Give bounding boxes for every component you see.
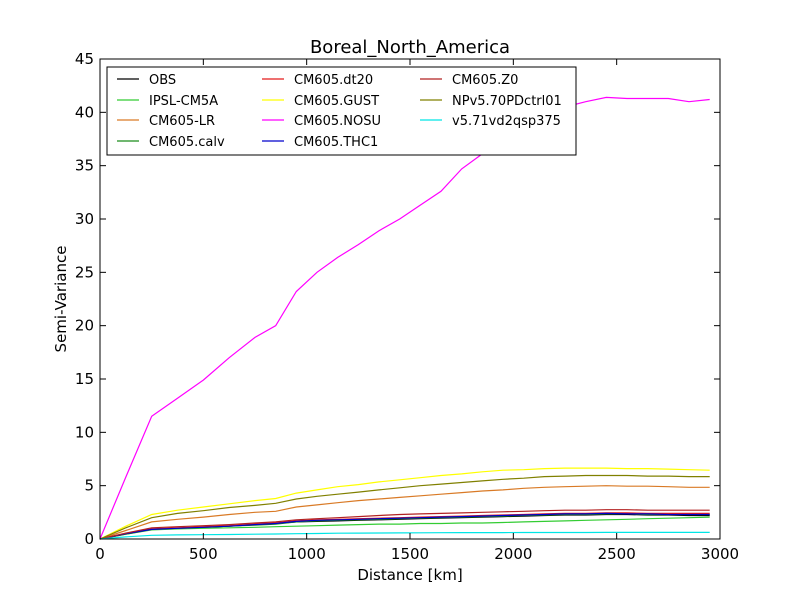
- legend-label-2: CM605-LR: [149, 114, 215, 129]
- legend-label-1: IPSL-CM5A: [149, 94, 218, 109]
- legend-label-9: NPv5.70PDctrl01: [452, 94, 562, 109]
- plot-frame: [99, 58, 721, 540]
- legend-label-7: CM605.THC1: [294, 135, 378, 150]
- x-axis-label: Distance [km]: [357, 566, 462, 584]
- legend-items: OBS IPSL-CM5A CM605-LR CM605.calv CM605.dt20…: [117, 73, 562, 150]
- y-tick-label-9: 45: [75, 50, 94, 68]
- legend-frame: [106, 66, 577, 156]
- legend: OBS IPSL-CM5A CM605-LR CM605.calv CM605.dt20…: [106, 66, 577, 156]
- series-line-1: [99, 516, 710, 540]
- series-line-8: [99, 509, 710, 540]
- y-tick-label-1: 5: [84, 477, 94, 495]
- y-tick-label-8: 40: [75, 103, 94, 121]
- y-tick-label-6: 30: [75, 210, 94, 228]
- x-tick-label-1: 500: [189, 545, 218, 563]
- legend-label-8: CM605.Z0: [452, 73, 518, 88]
- series-line-6: [99, 96, 710, 540]
- series-line-9: [99, 474, 710, 540]
- x-tick-label-0: 0: [95, 545, 105, 563]
- series-line-2: [99, 485, 710, 540]
- series-line-10: [99, 531, 710, 540]
- y-tick-label-3: 15: [75, 370, 94, 388]
- y-tick-label-4: 20: [75, 317, 94, 335]
- legend-label-4: CM605.dt20: [294, 73, 373, 88]
- axis-ticks: 0 500 1000 1500 2000 2500 3000 0 5 10 15 20 25 30 35 40…: [75, 50, 739, 563]
- y-axis-label: Semi-Variance: [52, 246, 70, 353]
- series-line-5: [99, 467, 710, 540]
- x-tick-label-3: 1500: [391, 545, 429, 563]
- series-line-7: [99, 512, 710, 540]
- series-lines: [99, 96, 710, 540]
- x-tick-label-4: 2000: [494, 545, 532, 563]
- x-tick-label-6: 3000: [701, 545, 739, 563]
- legend-label-6: CM605.NOSU: [294, 114, 381, 129]
- x-tick-label-2: 1000: [288, 545, 326, 563]
- legend-label-10: v5.71vd2qsp375: [452, 114, 561, 129]
- y-tick-label-2: 10: [75, 423, 94, 441]
- legend-label-0: OBS: [149, 73, 176, 88]
- x-tick-label-5: 2500: [598, 545, 636, 563]
- y-tick-label-7: 35: [75, 157, 94, 175]
- legend-label-3: CM605.calv: [149, 135, 225, 150]
- y-tick-label-5: 25: [75, 263, 94, 281]
- y-tick-label-0: 0: [84, 530, 94, 548]
- legend-label-5: CM605.GUST: [294, 94, 379, 109]
- chart-title: Boreal_North_America: [310, 37, 510, 58]
